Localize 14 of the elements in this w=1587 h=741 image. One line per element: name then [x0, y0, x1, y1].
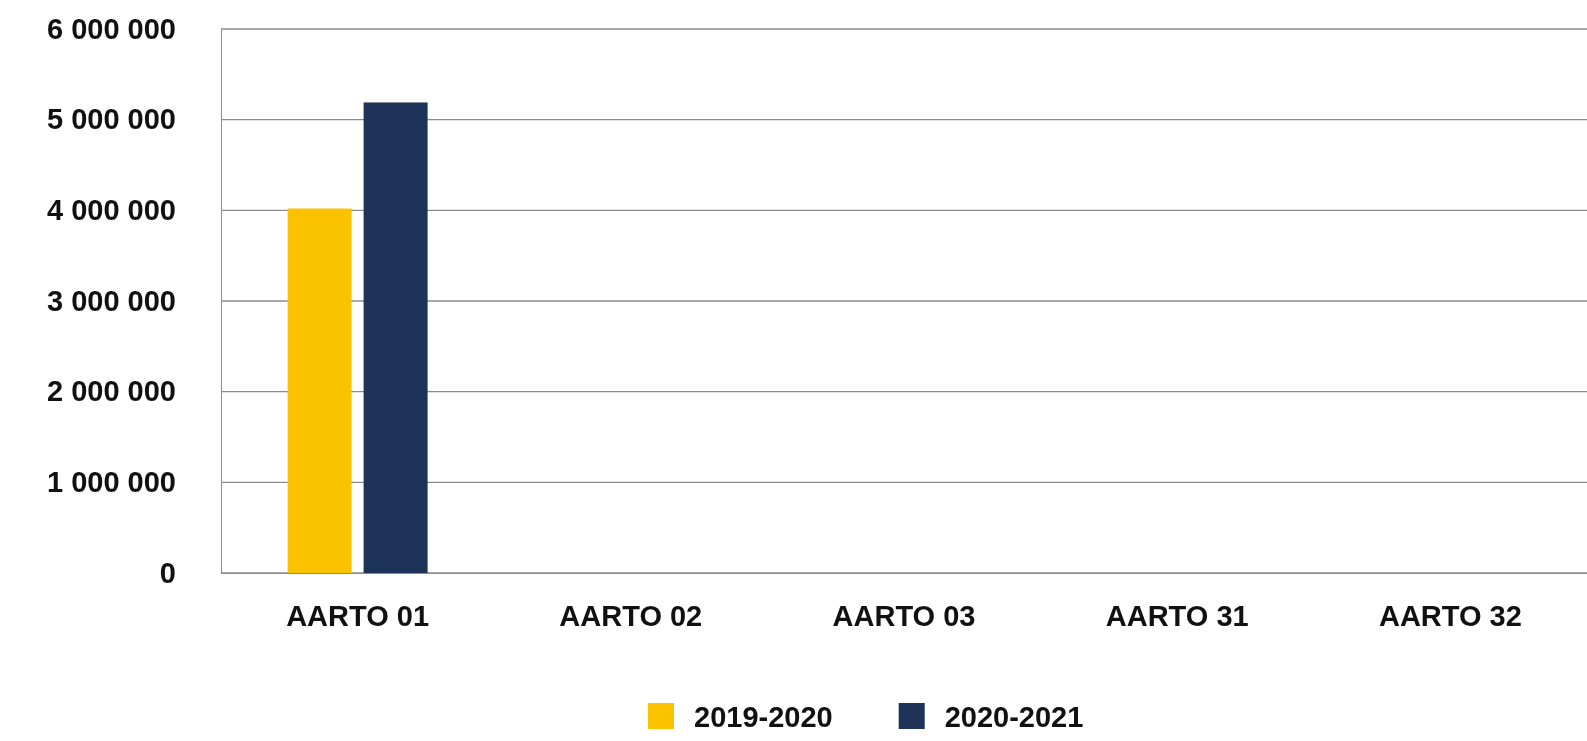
y-tick-label: 0: [159, 556, 176, 589]
x-tick-label: AARTO 31: [1105, 599, 1249, 632]
legend-label: 2019-2020: [694, 701, 833, 733]
y-tick-label: 6 000 000: [46, 12, 176, 45]
y-tick-label: 2 000 000: [46, 375, 176, 408]
x-tick-label: AARTO 01: [286, 599, 430, 632]
y-tick-label: 5 000 000: [46, 103, 176, 136]
x-tick-label: AARTO 02: [559, 599, 703, 632]
x-tick-label: AARTO 03: [832, 599, 976, 632]
x-tick-label: AARTO 32: [1378, 599, 1522, 632]
y-tick-label: 1 000 000: [46, 466, 176, 499]
y-tick-label: 4 000 000: [46, 194, 176, 227]
y-tick-label: 3 000 000: [46, 284, 176, 317]
legend-label: 2020-2021: [944, 701, 1084, 733]
